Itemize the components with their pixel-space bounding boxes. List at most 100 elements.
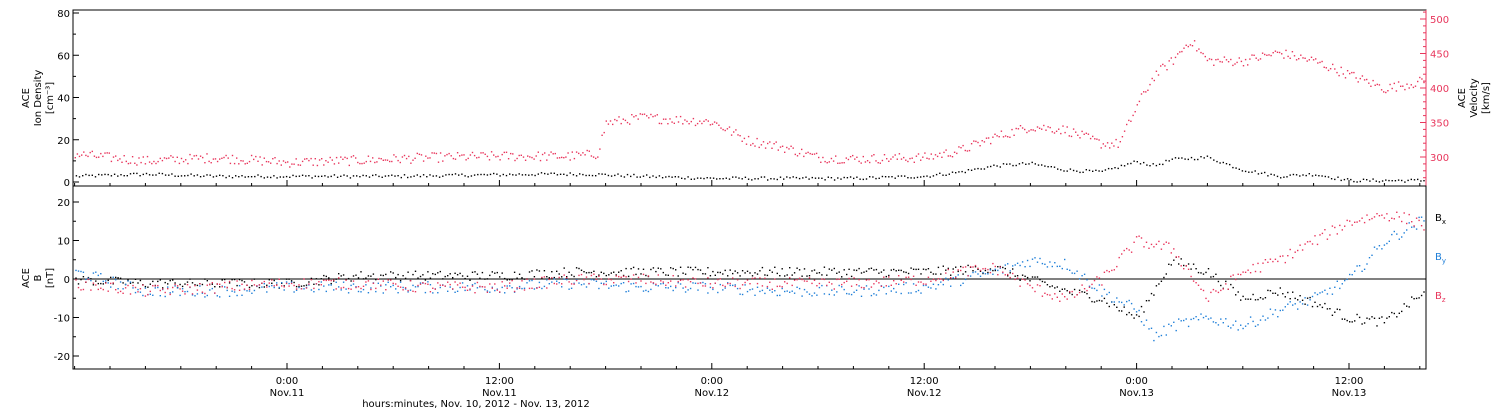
- bx-point: [303, 285, 305, 287]
- velocity-point: [363, 162, 365, 164]
- velocity-point: [669, 118, 671, 120]
- velocity-point: [321, 158, 323, 160]
- bx-point: [439, 270, 441, 273]
- velocity-point: [537, 151, 539, 153]
- by-point: [1185, 318, 1187, 320]
- bz-point: [744, 281, 746, 284]
- bx-point: [1284, 296, 1286, 298]
- velocity-point: [1221, 61, 1223, 63]
- velocity-point: [648, 117, 650, 119]
- by-point: [1361, 270, 1363, 272]
- by-point: [853, 291, 855, 293]
- by-point: [1252, 320, 1254, 323]
- by-point: [660, 283, 662, 285]
- bz-point: [615, 275, 617, 277]
- bx-point: [1378, 317, 1381, 319]
- velocity-point: [569, 159, 571, 161]
- by-point: [352, 283, 355, 285]
- velocity-point: [588, 150, 590, 152]
- bz-point: [1116, 265, 1118, 268]
- density-point: [1104, 169, 1107, 171]
- bx-point: [139, 279, 142, 282]
- bz-point: [236, 280, 238, 282]
- by-point: [903, 283, 905, 286]
- velocity-point: [690, 120, 692, 123]
- bz-point: [895, 283, 897, 285]
- velocity-point: [629, 123, 631, 125]
- bz-point: [722, 284, 724, 287]
- by-point: [811, 295, 813, 297]
- density-point: [321, 175, 323, 177]
- velocity-point: [134, 162, 136, 164]
- bx-point: [622, 274, 625, 277]
- density-point: [206, 174, 208, 176]
- bx-point: [692, 269, 694, 271]
- bz-point: [92, 282, 95, 284]
- density-point: [547, 173, 549, 175]
- bx-point: [677, 275, 679, 277]
- bx-point: [967, 264, 969, 267]
- by-point: [888, 285, 890, 288]
- velocity-point: [1140, 93, 1143, 95]
- velocity-point: [658, 122, 661, 125]
- velocity-point: [1234, 63, 1236, 65]
- bz-point: [1316, 243, 1319, 246]
- bz-point: [613, 282, 615, 284]
- bx-point: [1086, 293, 1088, 295]
- velocity-point: [643, 113, 646, 115]
- density-point: [177, 175, 179, 177]
- bx-point: [1247, 298, 1249, 300]
- velocity-point: [85, 154, 87, 157]
- by-point: [518, 285, 521, 288]
- velocity-point: [140, 161, 142, 164]
- bx-point: [786, 274, 788, 276]
- bz-point: [662, 281, 664, 283]
- bx-point: [444, 275, 446, 278]
- density-point: [1057, 168, 1059, 170]
- velocity-point: [467, 157, 469, 160]
- bz-point: [447, 281, 449, 283]
- b-tick-label: 10: [57, 237, 70, 248]
- density-point: [1136, 161, 1138, 163]
- bx-point: [248, 286, 251, 289]
- by-point: [831, 289, 833, 291]
- density-point: [537, 173, 539, 175]
- by-point: [1418, 216, 1420, 219]
- bz-point: [330, 279, 332, 282]
- by-point: [573, 282, 575, 284]
- bz-point: [367, 280, 370, 282]
- bx-point: [1009, 272, 1011, 274]
- bz-point: [1044, 292, 1046, 294]
- velocity-point: [637, 118, 639, 120]
- density-point: [1190, 156, 1193, 159]
- velocity-point: [837, 162, 839, 164]
- by-point: [1354, 270, 1356, 272]
- velocity-axis-label-line1: ACE: [1457, 88, 1468, 108]
- by-point: [523, 287, 526, 289]
- bz-point: [1012, 272, 1014, 275]
- density-tick-label: 80: [57, 9, 70, 20]
- velocity-point: [775, 141, 777, 143]
- density-point: [830, 177, 833, 179]
- velocity-point: [204, 162, 206, 164]
- bz-point: [957, 269, 959, 271]
- bz-point: [204, 292, 206, 295]
- velocity-point: [376, 161, 378, 163]
- bx-point: [1056, 286, 1058, 288]
- bz-point: [1396, 211, 1398, 213]
- bz-point: [553, 282, 555, 285]
- bx-point: [1155, 285, 1158, 287]
- density-point: [722, 178, 724, 180]
- bz-point: [922, 283, 925, 285]
- by-point: [263, 283, 265, 285]
- bz-point: [325, 279, 327, 282]
- velocity-point: [692, 117, 695, 120]
- density-point: [145, 172, 148, 175]
- bz-point: [90, 289, 92, 291]
- by-point: [692, 282, 694, 284]
- bx-point: [1287, 291, 1289, 294]
- bz-point: [360, 287, 362, 290]
- by-point: [199, 285, 201, 287]
- by-point: [122, 288, 124, 290]
- bz-point: [181, 290, 184, 292]
